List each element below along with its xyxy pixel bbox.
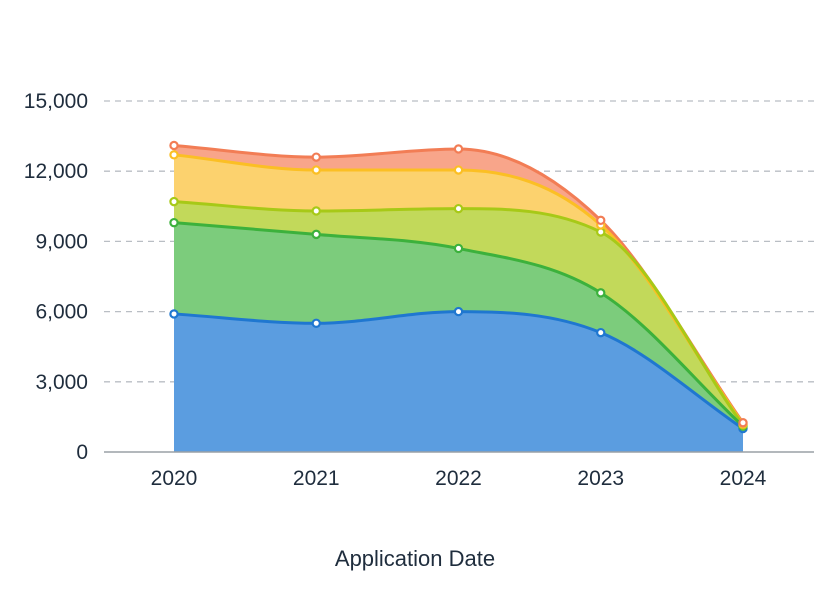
- data-point: [597, 329, 604, 336]
- data-point: [170, 198, 177, 205]
- data-point: [170, 310, 177, 317]
- data-point: [313, 154, 320, 161]
- y-tick-label: 6,000: [35, 301, 88, 324]
- y-tick-label: 3,000: [35, 371, 88, 394]
- x-tick-label: 2021: [293, 467, 340, 490]
- data-point: [313, 320, 320, 327]
- data-point: [739, 419, 746, 426]
- data-point: [170, 219, 177, 226]
- data-point: [313, 166, 320, 173]
- data-point: [455, 205, 462, 212]
- x-tick-label: 2022: [435, 467, 482, 490]
- x-axis-title: Application Date: [335, 546, 495, 571]
- y-tick-label: 15,000: [24, 90, 88, 113]
- data-point: [170, 142, 177, 149]
- data-point: [170, 151, 177, 158]
- x-axis-ticks: 2020 2021 2022 2023 2024: [151, 467, 767, 490]
- data-point: [597, 289, 604, 296]
- y-axis-ticks: 0 3,000 6,000 9,000 12,000 15,000: [24, 90, 88, 464]
- x-tick-label: 2023: [577, 467, 624, 490]
- series-areas: [174, 145, 743, 452]
- data-point: [313, 231, 320, 238]
- y-tick-label: 12,000: [24, 160, 88, 183]
- y-tick-label: 0: [76, 441, 88, 464]
- data-point: [455, 308, 462, 315]
- y-tick-label: 9,000: [35, 230, 88, 253]
- data-point: [455, 245, 462, 252]
- data-point: [313, 207, 320, 214]
- x-tick-label: 2020: [151, 467, 198, 490]
- data-point: [455, 166, 462, 173]
- data-point: [597, 217, 604, 224]
- x-tick-label: 2024: [720, 467, 767, 490]
- data-point: [455, 145, 462, 152]
